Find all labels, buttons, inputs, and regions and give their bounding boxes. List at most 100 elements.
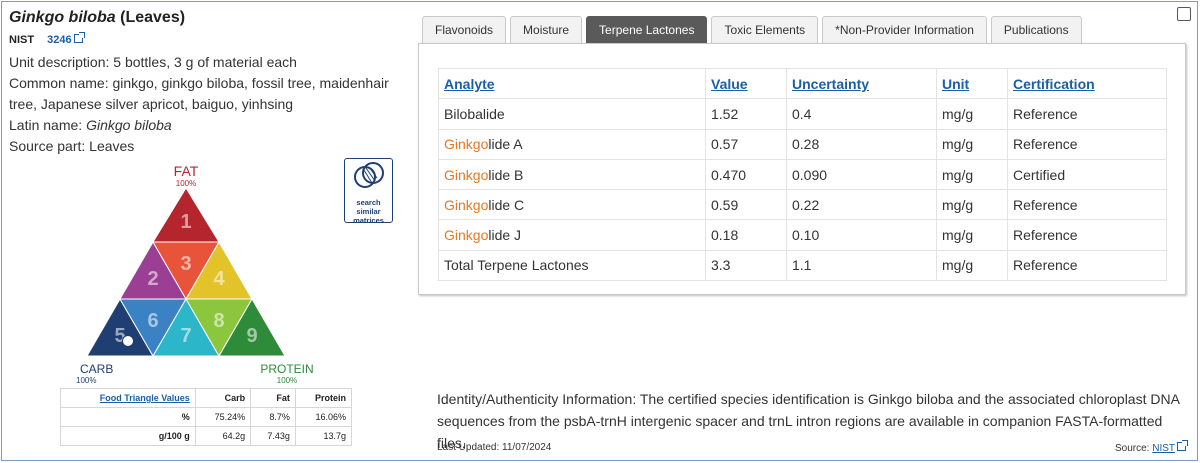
cell-value: 0.57 — [705, 128, 787, 160]
common-name-label: Common name: — [9, 75, 109, 91]
similar-label-1: search — [356, 198, 381, 207]
analyte-name: Total Terpene Lactones — [444, 257, 589, 274]
cell-uncertainty: 0.4 — [786, 98, 937, 130]
unit-description-value: 5 bottles, 3 g of material each — [113, 54, 297, 70]
common-name: Common name: ginkgo, ginkgo biloba, foss… — [9, 73, 404, 115]
cell-certification: Reference — [1007, 98, 1167, 130]
analyte-name: lide J — [488, 227, 522, 244]
tab-moisture[interactable]: Moisture — [510, 16, 583, 43]
table-row: Ginkgolide J 0.18 0.10 mg/g Reference — [438, 219, 1167, 251]
fat-label: FAT — [174, 163, 199, 179]
food-triangle-values-link[interactable]: Food Triangle Values — [60, 388, 196, 408]
search-highlight: Ginkgo — [444, 166, 489, 183]
analyte-name: lide C — [488, 196, 525, 213]
food-triangle: FAT 100% 1 2 3 4 5 6 7 8 9 CARB 100% PRO… — [76, 163, 314, 385]
cell-number-1: 1 — [180, 211, 191, 233]
source-link[interactable]: NIST — [1152, 443, 1175, 454]
analyte-table: Analyte Value Uncertainty Unit Certifica… — [438, 67, 1167, 282]
position-marker — [122, 335, 134, 347]
food-triangle-values-table: Food Triangle Values Carb Fat Protein % … — [60, 388, 353, 446]
cell-analyte: Total Terpene Lactones — [438, 249, 706, 282]
similar-label-2: similar — [356, 207, 381, 216]
srm-number: 3246 — [47, 34, 72, 46]
table-header-row: Analyte Value Uncertainty Unit Certifica… — [438, 67, 1167, 100]
product-title: Ginkgo biloba (Leaves) — [9, 9, 185, 27]
title-part: (Leaves) — [120, 9, 186, 26]
tab-flavonoids[interactable]: Flavonoids — [422, 16, 507, 43]
source-line: Source: NIST — [1115, 440, 1189, 454]
tab-publications[interactable]: Publications — [990, 16, 1082, 43]
cell-analyte: Bilobalide — [438, 98, 706, 130]
cell-unit: mg/g — [936, 98, 1008, 130]
carb-pct: 100% — [76, 376, 96, 385]
cell-unit: mg/g — [936, 219, 1008, 251]
cell-value: 3.3 — [705, 249, 787, 282]
search-highlight: Ginkgo — [444, 196, 489, 213]
cell-carb: 75.24% — [194, 407, 252, 427]
venn-icon — [353, 162, 384, 188]
cell-fat: 7.43g — [250, 426, 296, 446]
cell-uncertainty: 1.1 — [786, 249, 937, 282]
search-highlight: Ginkgo — [444, 227, 489, 244]
cell-number-3: 3 — [180, 253, 191, 275]
table-row: Ginkgolide A 0.57 0.28 mg/g Reference — [438, 128, 1167, 160]
external-link-icon — [73, 32, 85, 43]
carb-label: CARB — [80, 362, 113, 376]
sort-certification-header[interactable]: Certification — [1007, 67, 1167, 100]
protein-pct: 100% — [277, 376, 297, 385]
analyte-name: Bilobalide — [444, 105, 505, 122]
last-updated: Last Updated: 11/07/2024 — [437, 442, 552, 453]
table-row: Bilobalide 1.52 0.4 mg/g Reference — [438, 98, 1167, 130]
cell-certification: Reference — [1007, 219, 1167, 251]
protein-label: PROTEIN — [260, 362, 313, 376]
cell-number-6: 6 — [147, 310, 158, 332]
col-header-carb: Carb — [194, 388, 252, 408]
cell-certification: Reference — [1007, 128, 1167, 160]
srm-link[interactable]: 3246 — [47, 32, 85, 46]
search-similar-matrices-button[interactable]: search similar matrices — [344, 158, 393, 225]
cell-value: 0.470 — [705, 158, 787, 191]
cell-uncertainty: 0.22 — [786, 189, 937, 221]
tab-non-provider-information[interactable]: *Non-Provider Information — [822, 16, 987, 43]
unit-description-label: Unit description: — [9, 54, 110, 70]
fat-pct: 100% — [176, 179, 196, 188]
title-latin-name: Ginkgo biloba — [9, 9, 116, 26]
cell-uncertainty: 0.28 — [786, 128, 937, 160]
sort-uncertainty-header[interactable]: Uncertainty — [786, 67, 937, 100]
cell-certification: Reference — [1007, 189, 1167, 221]
cell-certification: Certified — [1007, 158, 1167, 191]
select-checkbox[interactable] — [1177, 7, 1191, 21]
cell-uncertainty: 0.10 — [786, 219, 937, 251]
col-header-fat: Fat — [250, 388, 296, 408]
cell-value: 1.52 — [705, 98, 787, 130]
row-label: % — [60, 407, 196, 427]
sort-unit-header[interactable]: Unit — [936, 67, 1008, 100]
table-row: g/100 g 64.2g 7.43g 13.7g — [60, 426, 353, 446]
cell-unit: mg/g — [936, 128, 1008, 160]
cell-number-5: 5 — [114, 325, 125, 347]
sort-value-header[interactable]: Value — [705, 67, 787, 100]
cell-protein: 13.7g — [294, 426, 353, 446]
cell-unit: mg/g — [936, 249, 1008, 282]
table-row: Total Terpene Lactones 3.3 1.1 mg/g Refe… — [438, 249, 1167, 282]
tab-toxic-elements[interactable]: Toxic Elements — [711, 16, 819, 43]
cell-analyte: Ginkgolide B — [438, 158, 706, 191]
analyte-name: lide A — [488, 136, 523, 153]
search-highlight: Ginkgo — [444, 136, 489, 153]
cell-analyte: Ginkgolide C — [438, 189, 706, 221]
cell-number-2: 2 — [147, 268, 158, 290]
table-header-row: Food Triangle Values Carb Fat Protein — [60, 388, 353, 408]
tab-terpene-lactones[interactable]: Terpene Lactones — [586, 16, 708, 43]
external-link-icon — [1177, 440, 1189, 451]
sort-analyte-header[interactable]: Analyte — [438, 67, 706, 100]
source-label: Source: — [1115, 443, 1150, 454]
latin-name-label: Latin name: — [9, 117, 83, 133]
latin-name-value: Ginkgo biloba — [86, 117, 172, 133]
identity-information: Identity/Authenticity Information: The c… — [437, 391, 1180, 451]
table-row: Ginkgolide C 0.59 0.22 mg/g Reference — [438, 189, 1167, 221]
cell-number-9: 9 — [246, 325, 257, 347]
cell-certification: Reference — [1007, 249, 1167, 282]
similar-label-3: matrices — [353, 216, 384, 225]
tab-panel: Analyte Value Uncertainty Unit Certifica… — [418, 43, 1186, 295]
